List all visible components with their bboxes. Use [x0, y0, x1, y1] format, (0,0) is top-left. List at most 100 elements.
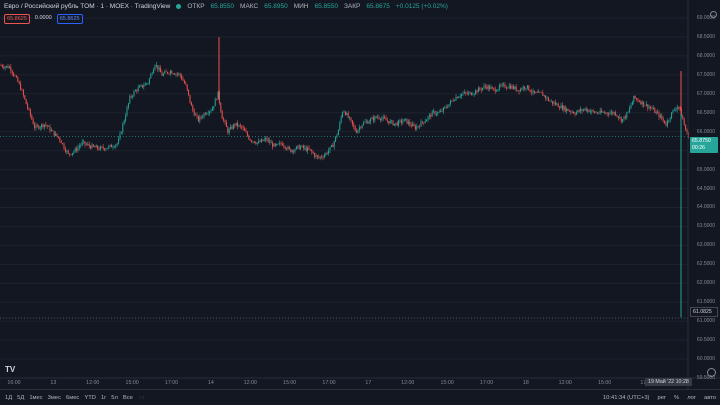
candle-body [535, 92, 537, 93]
candle-body [29, 109, 31, 116]
candle-body [378, 117, 380, 119]
candle-body [277, 143, 279, 145]
range-button[interactable]: 5л [111, 394, 118, 401]
candle-body [650, 107, 652, 109]
range-button[interactable]: 1Д [5, 394, 13, 401]
x-tick-label: 18 [522, 380, 529, 386]
candle-body [11, 70, 13, 74]
candle-body [608, 113, 610, 115]
candle-body [486, 86, 488, 89]
candle-body [469, 92, 471, 94]
candle-body [246, 132, 248, 136]
gear-icon[interactable] [710, 11, 717, 18]
y-tick-label: 63.0000 [696, 242, 715, 249]
candle-body [17, 77, 19, 82]
range-button[interactable]: 1г [100, 394, 107, 401]
candle-body [267, 140, 269, 141]
candle-body [139, 86, 141, 88]
candle-body [539, 91, 541, 93]
candle-body [143, 85, 145, 88]
candle-body [468, 92, 470, 94]
candle-body [28, 108, 30, 110]
candle-body [557, 103, 559, 108]
candle-body [617, 116, 619, 118]
session-toggle[interactable]: рег [657, 394, 667, 401]
candle-body [664, 120, 666, 124]
candle-body [351, 120, 353, 125]
settings-icon[interactable] [707, 368, 716, 377]
candle-body [126, 107, 128, 116]
range-button[interactable]: 5Д [17, 394, 25, 401]
candle-body [172, 73, 174, 75]
candle-body [174, 73, 176, 75]
candle-body [83, 141, 85, 143]
candle-body [43, 124, 45, 128]
candle-body [683, 119, 685, 125]
candle-body [626, 112, 628, 118]
candle-body [158, 68, 160, 70]
candle-body [668, 120, 670, 122]
sell-button[interactable]: 65.8625 [4, 14, 30, 24]
candle-body [221, 111, 223, 119]
candle-body [91, 144, 93, 149]
candle-body [651, 108, 653, 109]
candle-body [284, 146, 286, 149]
candle-body [489, 85, 491, 90]
candle-body [441, 110, 443, 112]
candle-body [244, 128, 246, 131]
candle-body [577, 110, 579, 113]
candle-body [475, 90, 477, 94]
range-button[interactable]: 6мес [66, 394, 80, 401]
candle-body [258, 141, 260, 143]
candle-body [490, 87, 492, 90]
candle-body [192, 105, 194, 111]
candle-body [266, 138, 268, 141]
candle-body [290, 148, 292, 153]
symbol-title[interactable]: Евро / Российский рубль TOM · 1 · MOEX ·… [4, 3, 171, 10]
candle-body [167, 72, 169, 74]
range-button[interactable]: 3мес [47, 394, 61, 401]
candle-body [57, 136, 59, 138]
candle-body [242, 127, 244, 129]
log-toggle[interactable]: лог [687, 394, 696, 401]
crosshair-date-tag: 19 Май '22 10:28 [645, 378, 692, 386]
buy-button[interactable]: 65.8625 [56, 14, 83, 24]
candle-body [224, 120, 226, 123]
candle-body [444, 106, 446, 108]
candle-body [374, 116, 376, 121]
tradingview-logo[interactable]: TV [5, 365, 16, 374]
x-tick-label: 15:00 [125, 380, 139, 386]
candle-body [102, 146, 104, 149]
candle-body [214, 99, 216, 107]
candle-body [340, 116, 342, 123]
candle-body [354, 126, 356, 131]
candle-body [437, 112, 439, 114]
range-button[interactable]: YTD [84, 394, 96, 401]
candle-body [510, 85, 512, 89]
candle-body [319, 156, 321, 158]
candle-body [518, 90, 520, 92]
candle-body [332, 145, 334, 148]
percent-toggle[interactable]: % [674, 394, 680, 401]
candle-body [232, 124, 234, 129]
candle-body [85, 144, 87, 146]
candle-body [127, 103, 129, 108]
calendar-icon[interactable]: ▭ [138, 394, 145, 401]
auto-toggle[interactable]: авто [704, 394, 716, 401]
candle-body [228, 129, 230, 133]
range-button[interactable]: Все [122, 394, 133, 401]
candle-body [326, 152, 328, 154]
candle-body [445, 106, 447, 108]
candle-body [603, 112, 605, 114]
candle-body [504, 84, 506, 88]
candle-body [318, 156, 320, 158]
candle-body [556, 103, 558, 105]
y-tick-label: 62.0000 [696, 280, 715, 287]
candle-body [623, 116, 625, 120]
candle-body [648, 107, 650, 109]
range-button[interactable]: 1мес [29, 394, 43, 401]
clock-readout[interactable]: 10:41:34 (UTC+3) [602, 394, 650, 401]
high-label: МАКС [240, 3, 259, 10]
